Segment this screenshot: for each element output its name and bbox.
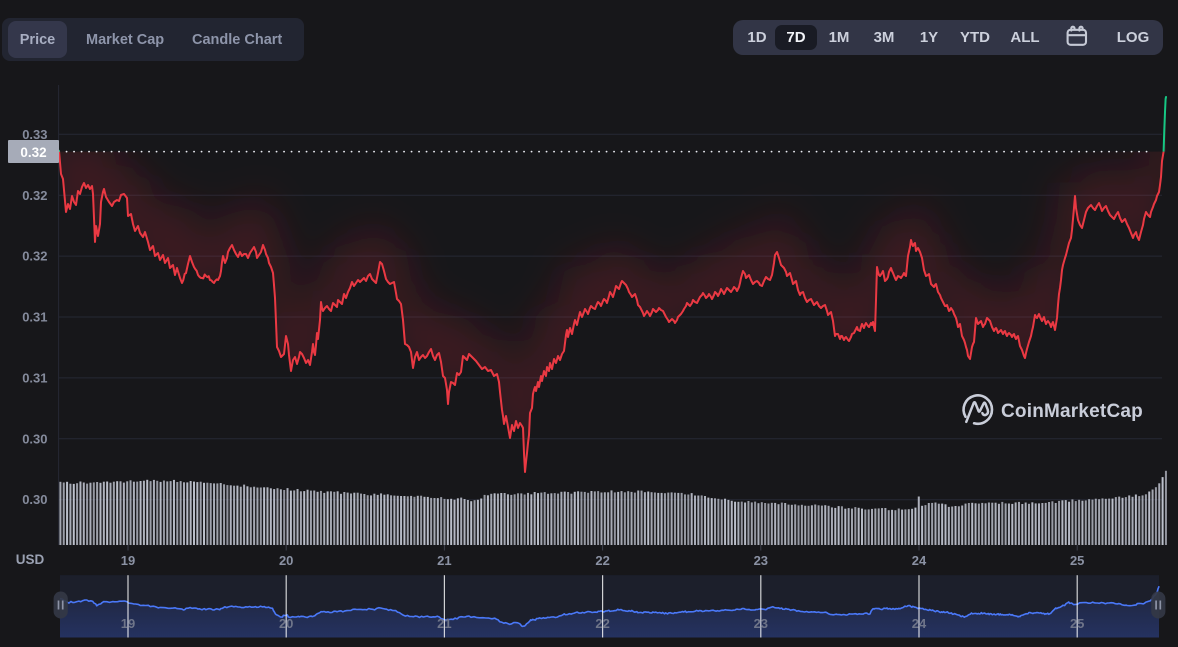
svg-text:19: 19	[121, 616, 135, 631]
svg-text:0.30: 0.30	[22, 492, 47, 507]
svg-text:0.30: 0.30	[22, 431, 47, 446]
svg-text:23: 23	[754, 616, 768, 631]
svg-text:21: 21	[437, 553, 451, 568]
svg-text:USD: USD	[16, 552, 45, 567]
svg-text:0.32: 0.32	[20, 145, 46, 160]
svg-text:24: 24	[912, 616, 927, 631]
svg-text:22: 22	[595, 553, 609, 568]
svg-text:0.32: 0.32	[22, 249, 47, 264]
svg-text:25: 25	[1070, 553, 1084, 568]
svg-text:0.31: 0.31	[22, 370, 47, 385]
svg-text:0.32: 0.32	[22, 188, 47, 203]
svg-text:22: 22	[595, 616, 609, 631]
svg-text:21: 21	[437, 616, 451, 631]
svg-text:20: 20	[279, 616, 293, 631]
svg-text:0.33: 0.33	[22, 127, 47, 142]
svg-text:23: 23	[754, 553, 768, 568]
svg-text:24: 24	[912, 553, 927, 568]
svg-text:19: 19	[121, 553, 135, 568]
svg-text:25: 25	[1070, 616, 1084, 631]
svg-text:CoinMarketCap: CoinMarketCap	[1001, 401, 1143, 422]
svg-text:20: 20	[279, 553, 293, 568]
svg-text:0.31: 0.31	[22, 310, 47, 325]
